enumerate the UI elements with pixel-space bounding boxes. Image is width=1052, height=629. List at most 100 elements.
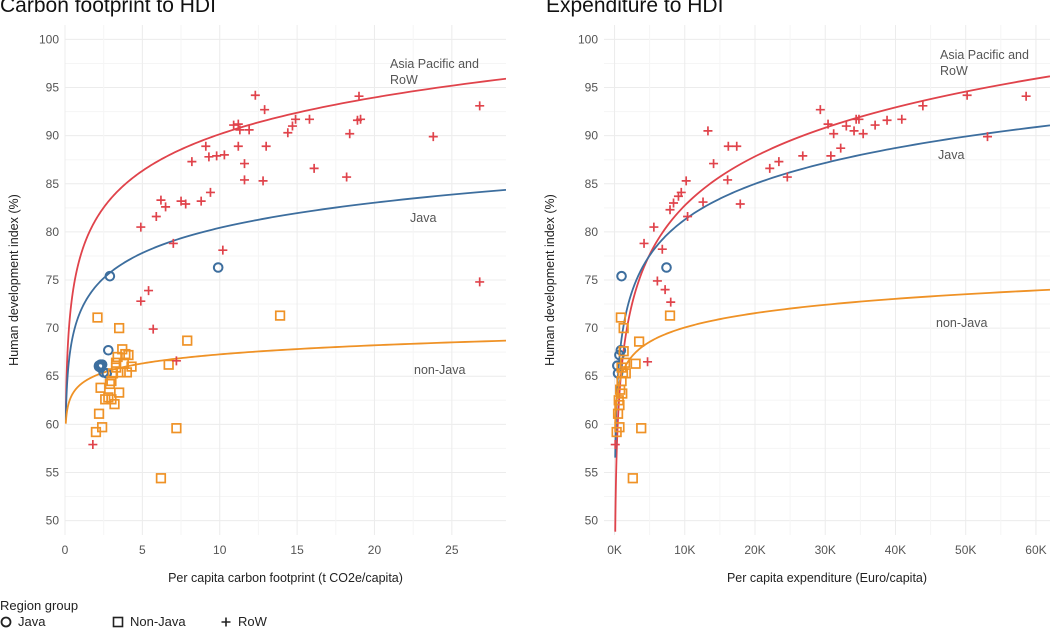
- data-point-row: [823, 119, 833, 129]
- data-point-row: [291, 114, 301, 124]
- data-point-java: [616, 270, 627, 282]
- data-point-row: [219, 150, 229, 160]
- data-point-non-java: [619, 357, 631, 368]
- data-point-non-java: [182, 335, 193, 346]
- data-point-row: [660, 285, 670, 295]
- data-point-row: [735, 199, 745, 209]
- data-point-row: [652, 276, 662, 286]
- y-axis-label: Human development index (%): [7, 194, 21, 366]
- data-point-row: [676, 187, 686, 197]
- data-point-row: [345, 129, 355, 139]
- legend-item-non-java: Non-Java: [112, 614, 186, 629]
- data-point-row: [723, 175, 733, 185]
- trend-curve-asia-pacific-and-row: [614, 75, 1050, 532]
- data-point-non-java: [93, 408, 105, 419]
- data-point-row: [156, 195, 166, 205]
- data-point-row: [849, 126, 859, 136]
- data-point-row: [829, 129, 839, 139]
- curve-label-java: Java: [410, 211, 436, 225]
- curve-label-asia-pacific-and-row: Asia Pacific and: [940, 48, 1029, 62]
- data-point-non-java: [614, 422, 625, 433]
- x-tick-label: 60K: [1025, 543, 1046, 557]
- data-point-row: [161, 202, 171, 212]
- curve-label-java: Java: [938, 148, 964, 162]
- x-tick-label: 30K: [815, 543, 836, 557]
- data-point-row: [841, 121, 851, 131]
- x-tick-label: 0K: [607, 543, 622, 557]
- data-point-row: [235, 125, 245, 135]
- y-tick-label: 75: [46, 273, 60, 287]
- curve-label-asia-pacific-and-row: RoW: [940, 64, 968, 78]
- legend-label-java: Java: [18, 614, 46, 629]
- legend-item-java: Java: [0, 614, 45, 629]
- y-tick-label: 50: [585, 514, 599, 528]
- trend-curve-non-java: [65, 339, 506, 424]
- data-point-non-java: [618, 322, 629, 334]
- data-point-row: [148, 324, 158, 334]
- trend-curve-java: [65, 188, 506, 421]
- x-tick-label: 5: [139, 543, 146, 557]
- data-point-row: [233, 141, 243, 151]
- data-point-row: [854, 114, 864, 124]
- y-tick-label: 100: [39, 32, 59, 46]
- data-point-row: [205, 187, 215, 197]
- y-tick-label: 100: [578, 32, 598, 46]
- data-point-row: [151, 211, 161, 221]
- curve-label-asia-pacific-and-row: Asia Pacific and: [390, 57, 479, 71]
- data-point-row: [657, 244, 667, 254]
- data-point-row: [815, 105, 825, 115]
- data-point-row: [982, 132, 992, 142]
- data-point-row: [171, 356, 181, 366]
- y-tick-label: 70: [46, 321, 60, 335]
- y-tick-label: 65: [46, 369, 60, 383]
- y-axis-label: Human development index (%): [543, 194, 557, 366]
- data-point-row: [428, 132, 438, 142]
- chart-panel-1: 50 55 60 65 70 75 80 85 90 95 100 0 5 10 15 20 25 Per cap…: [7, 25, 506, 585]
- legend-label-non-java: Non-Java: [130, 614, 186, 629]
- data-point-non-java: [618, 346, 629, 357]
- curve-label-non-java: non-Java: [936, 316, 987, 330]
- chart-title-carbon: Carbon footprint to HDI: [0, 0, 216, 17]
- data-point-non-java: [627, 473, 638, 484]
- legend-title: Region group: [0, 598, 79, 613]
- legend-label-row: RoW: [238, 614, 267, 629]
- data-point-non-java: [615, 312, 627, 323]
- data-point-row: [669, 198, 679, 208]
- data-point-row: [304, 114, 314, 124]
- y-tick-label: 70: [585, 321, 599, 335]
- data-point-row: [709, 159, 719, 169]
- x-tick-label: 15: [290, 543, 304, 557]
- data-point-row: [782, 172, 792, 182]
- data-point-row: [732, 141, 742, 151]
- legend-item-row: RoW: [220, 614, 267, 629]
- data-point-row: [723, 141, 733, 151]
- data-point-row: [168, 238, 178, 248]
- y-tick-label: 50: [46, 514, 60, 528]
- data-point-non-java: [104, 378, 116, 390]
- data-point-java: [615, 344, 627, 356]
- data-point-row: [681, 176, 691, 186]
- y-tick-label: 80: [585, 225, 599, 239]
- data-point-row: [666, 297, 676, 307]
- charts-canvas: 50 55 60 65 70 75 80 85 90 95 100 0 5 10 15 20 25 Per cap…: [7, 25, 1050, 585]
- y-tick-label: 60: [46, 417, 60, 431]
- data-point-non-java: [120, 348, 131, 360]
- data-point-non-java: [106, 375, 117, 387]
- y-tick-label: 90: [46, 129, 60, 143]
- curve-label-asia-pacific-and-row: RoW: [390, 73, 418, 87]
- data-point-row: [287, 121, 297, 131]
- x-tick-label: 50K: [955, 543, 976, 557]
- data-point-row: [356, 114, 366, 124]
- data-point-non-java: [633, 336, 645, 347]
- data-point-row: [798, 151, 808, 161]
- x-axis-label: Per capita expenditure (Euro/capita): [727, 571, 927, 585]
- x-tick-label: 20: [368, 543, 382, 557]
- data-point-non-java: [103, 392, 114, 403]
- data-point-row: [187, 157, 197, 167]
- y-tick-label: 55: [585, 465, 599, 479]
- data-point-non-java: [664, 310, 676, 321]
- data-point-row: [261, 141, 271, 151]
- data-point-row: [826, 151, 836, 161]
- data-point-row: [196, 196, 206, 206]
- data-point-row: [201, 141, 211, 151]
